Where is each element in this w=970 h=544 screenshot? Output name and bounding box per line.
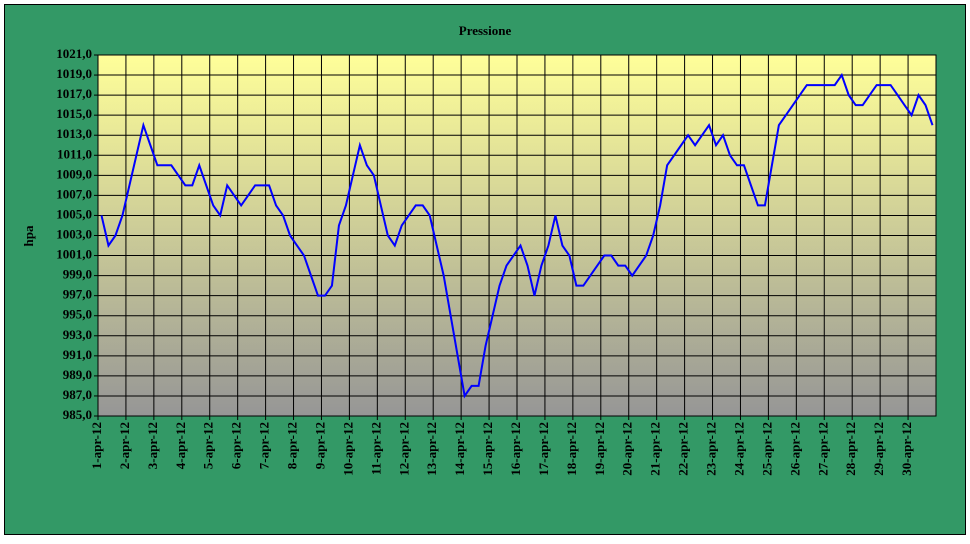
x-tick-label: 7-apr-12 — [257, 422, 272, 469]
y-tick-label: 1007,0 — [56, 186, 92, 201]
y-tick-label: 987,0 — [63, 387, 92, 402]
x-tick-label: 26-apr-12 — [787, 422, 802, 476]
x-tick-label: 25-apr-12 — [759, 422, 774, 476]
x-tick-label: 8-apr-12 — [285, 422, 300, 469]
x-tick-label: 1-apr-12 — [89, 422, 104, 469]
y-tick-label: 1001,0 — [56, 247, 92, 262]
y-tick-label: 1013,0 — [56, 126, 92, 141]
y-tick-label: 1015,0 — [56, 106, 92, 121]
y-tick-label: 993,0 — [63, 327, 92, 342]
x-tick-label: 30-apr-12 — [899, 422, 914, 476]
x-tick-label: 22-apr-12 — [676, 422, 691, 476]
y-tick-label: 997,0 — [63, 287, 92, 302]
y-tick-label: 985,0 — [63, 407, 92, 422]
y-tick-label: 1011,0 — [57, 146, 92, 161]
data-line — [100, 72, 934, 399]
y-tick-label: 1005,0 — [56, 206, 92, 221]
x-tick-label: 15-apr-12 — [480, 422, 495, 476]
x-tick-label: 6-apr-12 — [229, 422, 244, 469]
x-tick-label: 21-apr-12 — [648, 422, 663, 476]
x-tick-label: 24-apr-12 — [731, 422, 746, 476]
chart-title: Pressione — [459, 23, 512, 38]
x-tick-label: 27-apr-12 — [815, 422, 830, 476]
x-tick-label: 29-apr-12 — [871, 422, 886, 476]
x-tick-label: 2-apr-12 — [117, 422, 132, 469]
y-tick-label: 1017,0 — [56, 86, 92, 101]
x-tick-label: 5-apr-12 — [201, 422, 216, 469]
x-tick-label: 17-apr-12 — [536, 422, 551, 476]
y-tick-label: 1009,0 — [56, 166, 92, 181]
x-tick-label: 10-apr-12 — [340, 422, 355, 476]
y-tick-label: 1021,0 — [56, 46, 92, 61]
y-tick-label: 991,0 — [63, 347, 92, 362]
x-tick-label: 18-apr-12 — [564, 422, 579, 476]
y-tick-label: 999,0 — [63, 267, 92, 282]
y-axis-label: hpa — [21, 225, 36, 246]
y-tick-label: 995,0 — [63, 307, 92, 322]
x-tick-label: 19-apr-12 — [592, 422, 607, 476]
x-tick-label: 14-apr-12 — [452, 422, 467, 476]
x-tick-label: 12-apr-12 — [396, 422, 411, 476]
y-tick-label: 1003,0 — [56, 226, 92, 241]
x-tick-label: 20-apr-12 — [620, 422, 635, 476]
y-tick-label: 1019,0 — [56, 66, 92, 81]
x-tick-label: 13-apr-12 — [424, 422, 439, 476]
x-tick-label: 3-apr-12 — [145, 422, 160, 469]
y-tick-label: 989,0 — [63, 367, 92, 382]
x-tick-label: 28-apr-12 — [843, 422, 858, 476]
x-tick-label: 16-apr-12 — [508, 422, 523, 476]
x-tick-label: 4-apr-12 — [173, 422, 188, 469]
x-tick-label: 9-apr-12 — [312, 422, 327, 469]
x-tick-label: 11-apr-12 — [368, 422, 383, 475]
x-tick-label: 23-apr-12 — [704, 422, 719, 476]
